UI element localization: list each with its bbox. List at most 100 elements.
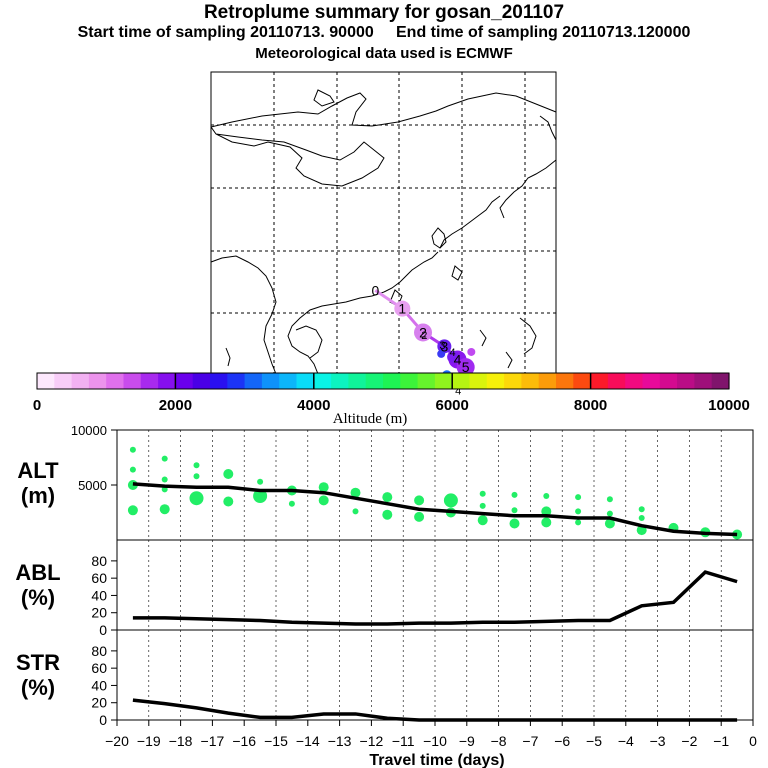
trajectory-particle bbox=[467, 347, 476, 356]
altitude-cluster-point bbox=[606, 496, 613, 503]
trajectory-cluster bbox=[456, 358, 475, 377]
x-tick-label: −8 bbox=[491, 733, 507, 749]
altitude-cluster-point bbox=[575, 494, 582, 501]
altitude-cluster-point bbox=[352, 508, 359, 515]
colorbar-swatch bbox=[504, 373, 522, 389]
colorbar-swatch bbox=[625, 373, 644, 389]
altitude-cluster-point bbox=[382, 509, 393, 520]
map-frame bbox=[210, 71, 557, 375]
chart-title: Retroplume summary for gosan_201107 bbox=[203, 2, 565, 23]
y-tick-label: 20 bbox=[91, 605, 107, 621]
y-axis-label: STR bbox=[16, 650, 60, 675]
mean-altitude-line bbox=[132, 482, 738, 537]
altitude-cluster-point bbox=[511, 491, 518, 498]
altitude-cluster-point bbox=[318, 495, 329, 506]
trajectory-extra-label: 4 bbox=[455, 385, 461, 397]
colorbar-swatch bbox=[659, 373, 678, 389]
colorbar-swatch bbox=[54, 373, 73, 389]
x-tick-label: −4 bbox=[618, 733, 634, 749]
x-tick-label: −18 bbox=[169, 733, 193, 749]
altitude-cluster-point bbox=[161, 476, 168, 483]
colorbar-swatch bbox=[331, 373, 349, 389]
trajectory-extra-label: 3 bbox=[439, 340, 445, 352]
altitude-cluster-point bbox=[223, 469, 234, 479]
colorbar-swatch bbox=[452, 373, 471, 389]
colorbar-swatch bbox=[556, 373, 574, 389]
altitude-cluster-point bbox=[541, 517, 552, 528]
altitude-cluster-point bbox=[575, 508, 582, 515]
trajectory-day-label: 5 bbox=[462, 359, 470, 375]
altitude-cluster-point bbox=[318, 482, 329, 493]
altitude-cluster-point bbox=[511, 507, 518, 514]
y-tick-label: 60 bbox=[91, 660, 107, 676]
colorbar-swatch bbox=[71, 373, 90, 389]
altitude-cluster-point bbox=[257, 478, 264, 485]
altitude-cluster-point bbox=[129, 466, 136, 473]
y-tick-label: 5000 bbox=[78, 478, 107, 493]
altitude-cluster-point bbox=[541, 506, 552, 517]
y-axis-unit: (%) bbox=[21, 675, 55, 700]
altitude-cluster-point bbox=[189, 491, 204, 506]
x-tick-label: −10 bbox=[423, 733, 447, 749]
altitude-cluster-point bbox=[127, 505, 138, 516]
colorbar-swatch bbox=[158, 373, 176, 389]
colorbar-swatch bbox=[192, 373, 211, 389]
altitude-cluster-point bbox=[161, 455, 168, 462]
time-series-panels: 100005000ALT(m)020406080ABL(%)020406080S… bbox=[15, 423, 754, 728]
x-tick-label: −20 bbox=[105, 733, 129, 749]
colorbar-swatch bbox=[296, 373, 315, 389]
x-tick-label: −13 bbox=[328, 733, 352, 749]
x-axis: −20 −19 −18 −17 −16 −15 −14 −13 −12 −11 −10 −9 −8 −7−… bbox=[105, 720, 757, 768]
y-axis-unit: (m) bbox=[21, 483, 55, 508]
x-tick-label: −5 bbox=[586, 733, 602, 749]
altitude-cluster-point bbox=[509, 518, 520, 529]
trajectory-day-label: 1 bbox=[398, 301, 406, 317]
colorbar-frame bbox=[36, 372, 730, 390]
colorbar-swatch bbox=[642, 373, 661, 389]
y-axis-unit: (%) bbox=[21, 585, 55, 610]
trajectory-particle bbox=[447, 351, 460, 364]
colorbar-swatch bbox=[106, 373, 125, 389]
colorbar-swatch bbox=[538, 373, 557, 389]
colorbar-tick-label: 6000 bbox=[436, 397, 469, 414]
colorbar-swatch bbox=[210, 373, 228, 389]
altitude-cluster-point bbox=[604, 518, 615, 529]
y-tick-label: 0 bbox=[99, 712, 107, 728]
colorbar-swatch bbox=[400, 373, 419, 389]
trajectory-particle bbox=[437, 349, 446, 358]
colorbar-label: Altitude (m) bbox=[333, 411, 408, 427]
colorbar-swatch bbox=[175, 373, 194, 389]
y-tick-label: 10000 bbox=[71, 423, 107, 438]
altitude-cluster-point bbox=[193, 462, 200, 469]
abl-line bbox=[132, 570, 738, 626]
x-tick-label: −11 bbox=[392, 733, 415, 749]
trajectory-day-label: 2 bbox=[419, 324, 427, 340]
x-tick-label: −1 bbox=[713, 733, 729, 749]
colorbar-tick-label: 2000 bbox=[159, 397, 192, 414]
met-data-label: Meteorological data used is ECMWF bbox=[255, 45, 513, 62]
x-axis-label: Travel time (days) bbox=[369, 752, 504, 768]
y-axis-label: ABL bbox=[15, 560, 60, 585]
x-tick-label: −19 bbox=[137, 733, 161, 749]
altitude-cluster-point bbox=[638, 506, 645, 513]
x-tick-label: −7 bbox=[522, 733, 538, 749]
colorbar-swatch bbox=[486, 373, 505, 389]
sampling-times: Start time of sampling 20110713. 90000 E… bbox=[0, 24, 768, 42]
altitude-cluster-point bbox=[350, 487, 361, 498]
colorbar-tick-label: 10000 bbox=[708, 397, 750, 414]
panel-alt: 10000 5000 ALT(m) bbox=[17, 423, 754, 541]
y-tick-label: 60 bbox=[91, 570, 107, 586]
colorbar-swatch bbox=[694, 373, 713, 389]
altitude-cluster-point bbox=[414, 495, 425, 506]
colorbar-swatch bbox=[244, 373, 263, 389]
colorbar-swatch bbox=[521, 373, 540, 389]
x-tick-label: −2 bbox=[681, 733, 697, 749]
start-time-label: Start time of sampling 20110713. 90000 bbox=[77, 24, 374, 41]
trajectory-cluster bbox=[437, 339, 452, 354]
altitude-cluster-point bbox=[543, 493, 550, 499]
colorbar: 0 2000 4000 6000 8000 10000 Altitude (m) bbox=[33, 372, 750, 427]
trajectory-extra-label: 2 bbox=[421, 330, 427, 342]
